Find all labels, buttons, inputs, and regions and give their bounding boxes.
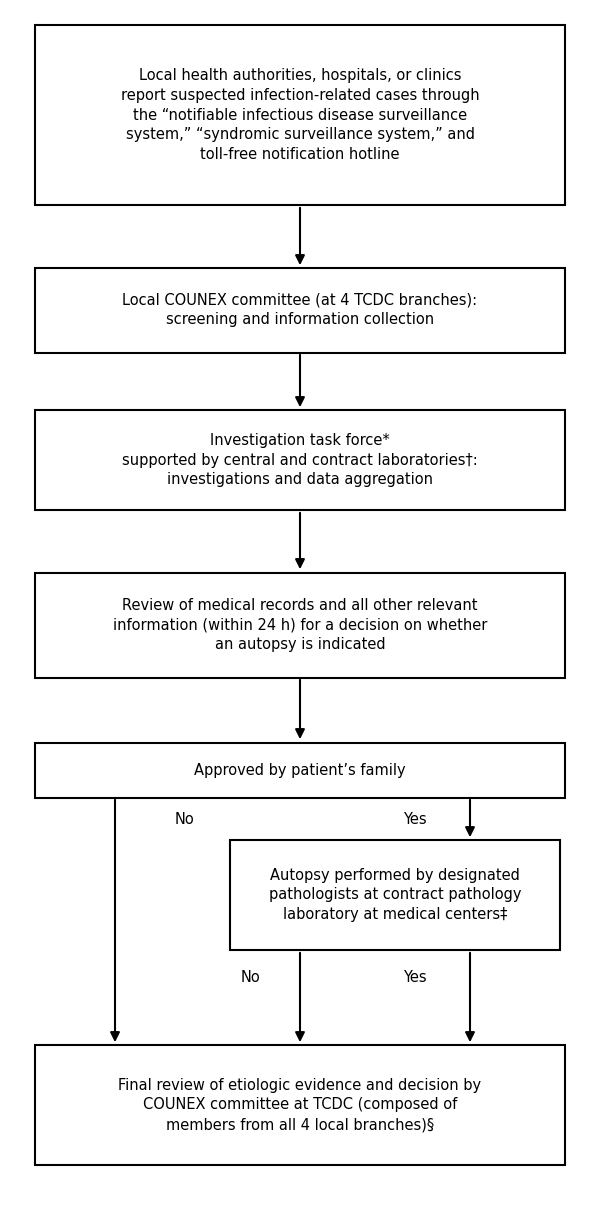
Text: No: No [175, 812, 195, 828]
Bar [230, 840, 560, 950]
Text: Investigation task force*
supported by central and contract laboratories†:
inves: Investigation task force* supported by c… [122, 433, 478, 487]
Bar [35, 1045, 565, 1165]
Bar [35, 742, 565, 798]
Text: Final review of etiologic evidence and decision by
COUNEX committee at TCDC (com: Final review of etiologic evidence and d… [118, 1077, 482, 1133]
Text: Yes: Yes [403, 970, 427, 986]
Bar [35, 25, 565, 205]
Text: Autopsy performed by designated
pathologists at contract pathology
laboratory at: Autopsy performed by designated patholog… [269, 868, 521, 922]
Text: Approved by patient’s family: Approved by patient’s family [194, 763, 406, 777]
Text: Yes: Yes [403, 812, 427, 828]
Bar [35, 572, 565, 677]
Text: Review of medical records and all other relevant
information (within 24 h) for a: Review of medical records and all other … [113, 598, 487, 652]
Bar [35, 410, 565, 510]
Text: Local COUNEX committee (at 4 TCDC branches):
screening and information collectio: Local COUNEX committee (at 4 TCDC branch… [122, 293, 478, 328]
Bar [35, 268, 565, 353]
Text: No: No [240, 970, 260, 986]
Text: Local health authorities, hospitals, or clinics
report suspected infection-relat: Local health authorities, hospitals, or … [121, 67, 479, 163]
